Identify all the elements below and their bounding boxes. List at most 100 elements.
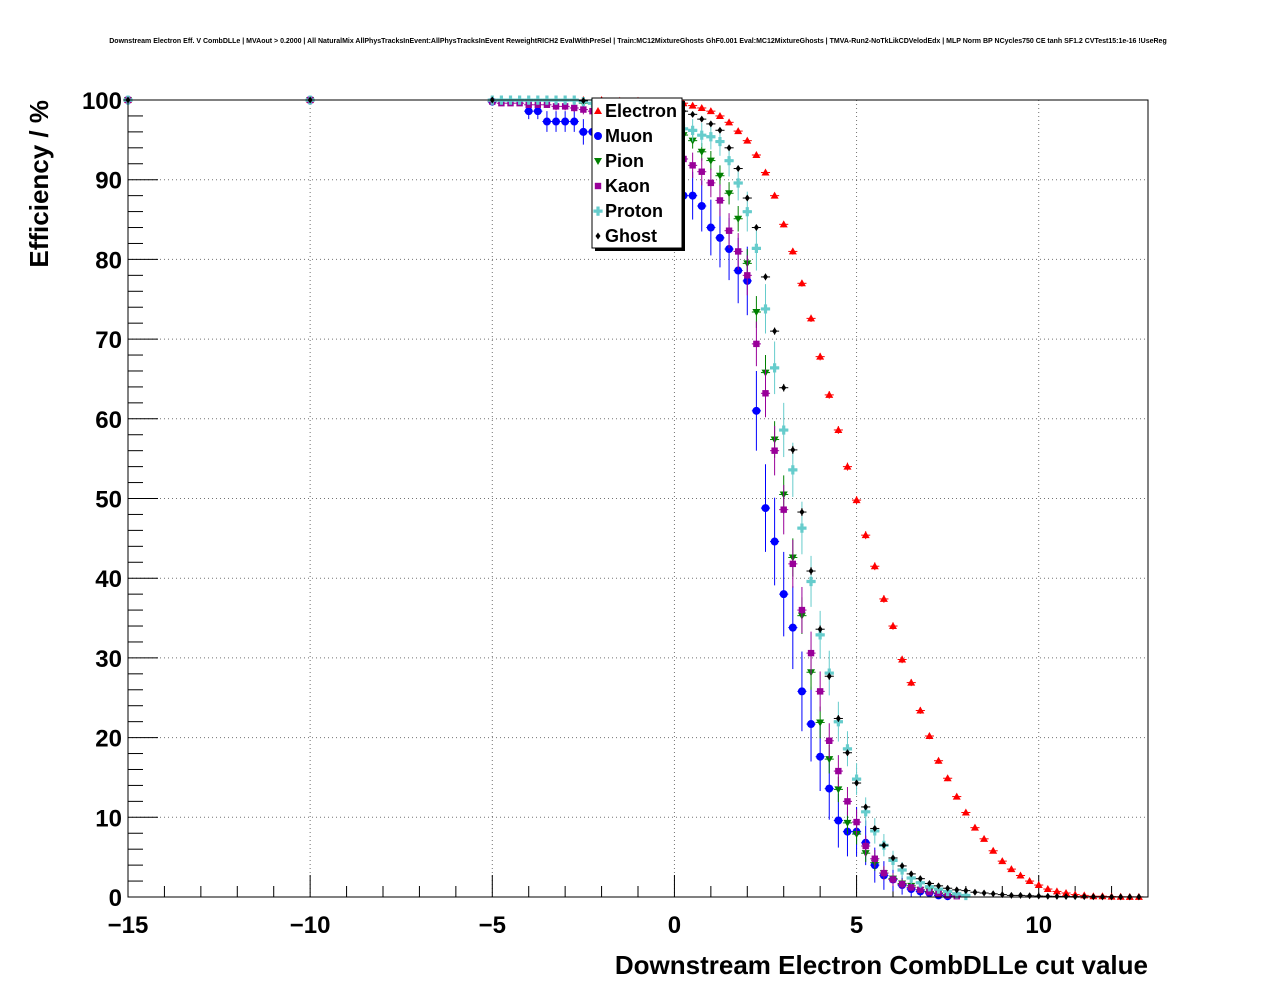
data-point xyxy=(872,824,878,832)
data-point xyxy=(843,462,852,470)
x-tick-label: 0 xyxy=(668,912,681,939)
legend-marker-electron xyxy=(594,107,602,114)
data-point xyxy=(580,97,586,105)
data-point xyxy=(980,834,989,842)
data-point xyxy=(936,882,942,890)
x-tick-label: 10 xyxy=(1025,912,1052,939)
chart-title: Downstream Electron Eff. V CombDLLe | MV… xyxy=(109,38,1166,45)
data-point xyxy=(897,865,907,875)
data-point xyxy=(688,101,697,109)
data-point xyxy=(788,247,797,255)
data-point xyxy=(945,884,951,892)
legend-label-ghost: Ghost xyxy=(605,226,657,246)
data-point xyxy=(552,117,561,126)
x-tick-label: −5 xyxy=(479,912,506,939)
data-point xyxy=(970,823,979,831)
data-point xyxy=(834,786,843,794)
data-point xyxy=(690,110,696,118)
data-point xyxy=(752,406,761,415)
data-point xyxy=(707,179,715,187)
data-point xyxy=(725,245,734,254)
data-point xyxy=(816,352,825,360)
data-point xyxy=(907,678,916,686)
y-tick-label: 30 xyxy=(95,646,122,673)
data-point xyxy=(797,687,806,696)
data-point xyxy=(543,101,551,108)
data-point xyxy=(772,327,778,335)
y-axis-ticks: 0 10 20 30 40 50 60 70 80 90 100 xyxy=(82,88,158,912)
legend-box xyxy=(591,97,683,249)
data-point xyxy=(815,630,825,640)
x-tick-label: −10 xyxy=(290,912,331,939)
data-point xyxy=(881,841,887,849)
data-point xyxy=(1043,885,1052,893)
y-tick-label: 20 xyxy=(95,726,122,753)
data-point xyxy=(851,774,862,784)
data-point xyxy=(552,103,560,110)
data-point xyxy=(753,340,760,348)
data-point xyxy=(990,890,996,898)
data-point xyxy=(889,876,897,883)
data-point xyxy=(908,870,914,878)
data-point xyxy=(861,807,871,817)
y-tick-label: 70 xyxy=(95,327,122,354)
data-point xyxy=(807,649,815,657)
data-point xyxy=(706,157,715,165)
data-point xyxy=(842,744,853,754)
data-point xyxy=(981,889,987,897)
data-point xyxy=(1025,877,1034,885)
data-point xyxy=(816,688,824,695)
y-tick-label: 10 xyxy=(95,805,122,832)
data-point xyxy=(698,168,705,175)
data-point xyxy=(1027,892,1033,900)
data-point xyxy=(751,243,761,253)
data-point xyxy=(972,888,978,896)
data-point xyxy=(890,854,896,862)
data-point xyxy=(863,803,869,811)
data-point xyxy=(735,165,741,173)
data-point xyxy=(533,107,542,116)
data-point xyxy=(889,622,897,630)
data-point xyxy=(561,103,569,110)
legend-label-proton: Proton xyxy=(605,201,663,221)
data-point xyxy=(871,855,878,862)
data-point xyxy=(808,567,814,575)
y-tick-label: 80 xyxy=(95,247,122,274)
data-point xyxy=(898,655,907,663)
data-point xyxy=(752,150,761,158)
data-point xyxy=(725,227,733,234)
data-point xyxy=(853,818,860,826)
data-point xyxy=(807,720,816,729)
data-point xyxy=(724,156,734,166)
data-point xyxy=(790,446,796,454)
data-point xyxy=(870,562,879,570)
data-point xyxy=(716,197,724,204)
data-point xyxy=(780,506,787,513)
data-point xyxy=(854,779,860,787)
data-point xyxy=(917,875,923,883)
data-point xyxy=(1016,871,1025,879)
data-point xyxy=(734,248,742,255)
y-axis-title: Efficiency / % xyxy=(24,100,54,268)
data-point xyxy=(1054,892,1060,900)
data-point xyxy=(717,126,723,134)
data-point xyxy=(826,737,833,744)
data-point xyxy=(952,792,961,800)
data-point xyxy=(816,719,825,727)
data-point xyxy=(852,496,861,504)
data-point xyxy=(760,304,771,314)
data-point xyxy=(963,887,969,895)
data-point xyxy=(706,223,715,232)
data-point xyxy=(825,390,834,398)
data-point xyxy=(742,207,752,217)
data-point xyxy=(579,127,588,136)
legend-marker-proton xyxy=(593,206,603,216)
data-point xyxy=(725,190,734,198)
legend-label-pion: Pion xyxy=(605,151,644,171)
x-tick-label: −15 xyxy=(108,912,149,939)
data-point xyxy=(779,590,788,599)
data-point xyxy=(915,878,925,888)
data-point xyxy=(999,891,1005,899)
data-point xyxy=(954,886,960,894)
data-point xyxy=(916,706,925,714)
